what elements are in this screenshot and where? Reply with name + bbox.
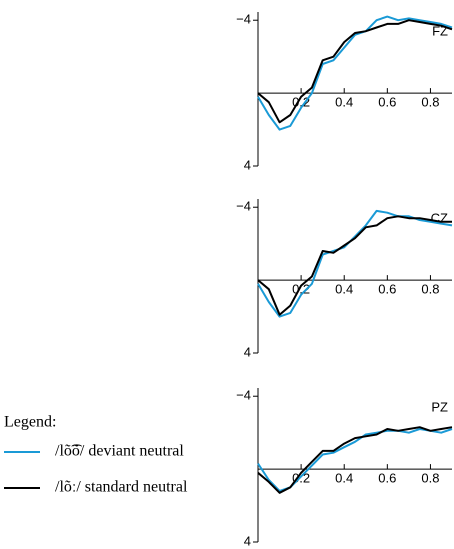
x-tick-label: 0.8 (421, 471, 439, 486)
x-tick-label: 0.6 (378, 95, 396, 110)
y-tick-label: 4 (244, 157, 251, 172)
y-tick-label: −4 (236, 388, 251, 403)
x-tick-label: 0.8 (421, 95, 439, 110)
x-tick-label: 0.6 (378, 471, 396, 486)
legend-label: /lõː/ standard neutral (55, 479, 188, 496)
panel-title: PZ (431, 400, 448, 415)
series-line (257, 15, 453, 131)
series-line (257, 215, 452, 316)
x-tick-label: 0.8 (421, 282, 439, 297)
legend-title: Legend: (4, 414, 56, 431)
x-tick-label: 0.4 (335, 471, 353, 486)
y-tick-label: −4 (236, 12, 251, 27)
series-line (257, 209, 453, 318)
y-tick-label: 4 (244, 533, 251, 548)
y-tick-label: 4 (244, 344, 251, 359)
series-line (257, 19, 453, 124)
series-line (257, 426, 453, 494)
x-tick-label: 0.6 (378, 282, 396, 297)
legend-label: /lõ͡õ/ deviant neutral (55, 443, 184, 460)
x-tick-label: 0.4 (335, 95, 353, 110)
y-tick-label: −4 (236, 199, 251, 214)
x-tick-label: 0.4 (335, 282, 353, 297)
